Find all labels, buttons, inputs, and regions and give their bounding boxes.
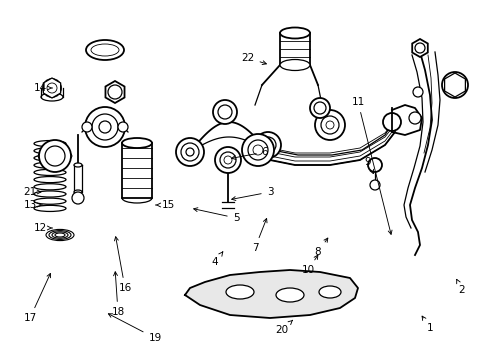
Ellipse shape (275, 288, 304, 302)
Ellipse shape (74, 163, 82, 167)
Text: 21: 21 (23, 187, 41, 197)
Polygon shape (105, 81, 124, 103)
Circle shape (309, 98, 329, 118)
Text: 15: 15 (156, 200, 174, 210)
Circle shape (224, 156, 231, 164)
Bar (280, 33, 309, 65)
Ellipse shape (280, 27, 309, 39)
Circle shape (176, 138, 203, 166)
Circle shape (314, 110, 345, 140)
Text: 1: 1 (421, 316, 432, 333)
Circle shape (72, 192, 84, 204)
Text: 6: 6 (231, 147, 268, 159)
Text: 22: 22 (241, 53, 266, 64)
Circle shape (252, 145, 263, 155)
Circle shape (118, 122, 128, 132)
Circle shape (215, 147, 241, 173)
Ellipse shape (86, 40, 124, 60)
Circle shape (39, 140, 71, 172)
Text: 17: 17 (23, 274, 50, 323)
Text: 4: 4 (211, 252, 223, 267)
Circle shape (441, 72, 467, 98)
Circle shape (99, 121, 111, 133)
Circle shape (185, 148, 194, 156)
Polygon shape (184, 270, 357, 318)
Polygon shape (444, 73, 465, 97)
Ellipse shape (74, 190, 82, 194)
Polygon shape (411, 39, 427, 57)
Text: 7: 7 (251, 219, 266, 253)
Text: 13: 13 (23, 200, 42, 210)
Circle shape (412, 87, 422, 97)
Polygon shape (43, 78, 61, 98)
Text: 8: 8 (314, 238, 327, 257)
Circle shape (85, 107, 125, 147)
Circle shape (367, 158, 381, 172)
Text: 19: 19 (108, 314, 162, 343)
Text: 11: 11 (351, 97, 391, 234)
Text: 10: 10 (301, 255, 317, 275)
Ellipse shape (41, 93, 63, 101)
Ellipse shape (225, 285, 253, 299)
Text: 5: 5 (193, 208, 239, 223)
Bar (122, 143, 152, 198)
Text: 20: 20 (275, 320, 292, 335)
Circle shape (254, 132, 281, 158)
Circle shape (382, 113, 400, 131)
Circle shape (242, 134, 273, 166)
Text: 18: 18 (111, 272, 124, 317)
Circle shape (82, 122, 92, 132)
Circle shape (213, 100, 237, 124)
Text: 16: 16 (114, 237, 131, 293)
Ellipse shape (280, 59, 309, 71)
Text: 2: 2 (456, 279, 465, 295)
Circle shape (43, 79, 61, 97)
Text: 14: 14 (33, 83, 52, 93)
Text: 9: 9 (364, 157, 373, 174)
Circle shape (369, 180, 379, 190)
Ellipse shape (318, 286, 340, 298)
Circle shape (325, 121, 333, 129)
Ellipse shape (122, 138, 152, 148)
Text: 12: 12 (33, 223, 52, 233)
Text: 3: 3 (231, 187, 273, 201)
Circle shape (408, 112, 420, 124)
Ellipse shape (122, 193, 152, 203)
